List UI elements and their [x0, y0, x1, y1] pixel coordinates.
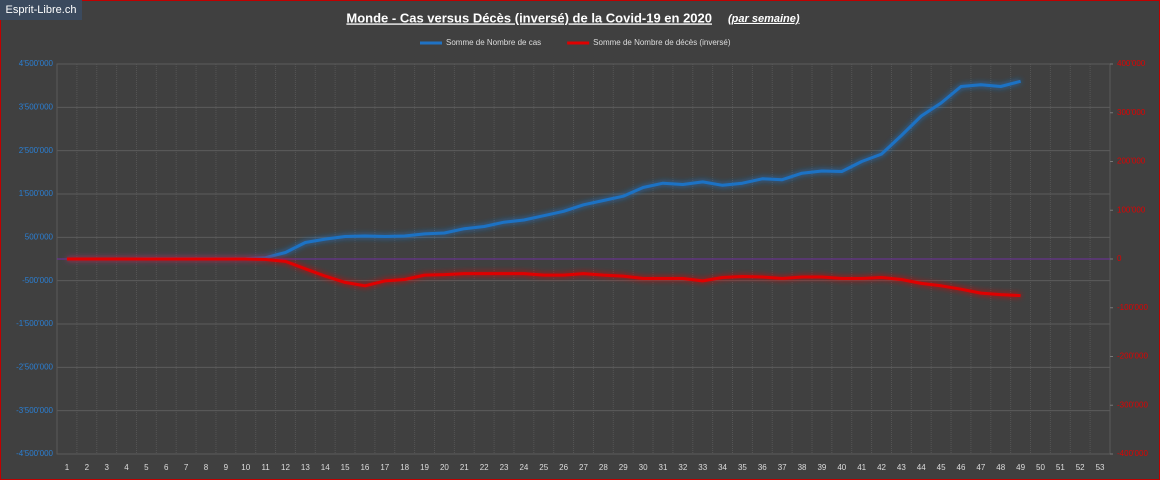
- x-tick-label: 33: [698, 463, 707, 472]
- x-tick-label: 29: [619, 463, 628, 472]
- x-tick-label: 37: [778, 463, 787, 472]
- x-tick-label: 24: [519, 463, 528, 472]
- y2-tick-label: 300'000: [1117, 108, 1146, 117]
- x-tick-label: 4: [124, 463, 129, 472]
- series-line: [66, 257, 1021, 298]
- x-tick-label: 50: [1036, 463, 1045, 472]
- x-tick-label: 28: [599, 463, 608, 472]
- y-tick-label: -2'500'000: [16, 362, 53, 371]
- x-tick-label: 17: [380, 463, 389, 472]
- y-tick-label: 500'000: [25, 232, 54, 241]
- x-tick-label: 25: [539, 463, 548, 472]
- legend-label: Somme de Nombre de décès (inversé): [593, 38, 731, 47]
- x-tick-label: 32: [678, 463, 687, 472]
- x-tick-label: 42: [877, 463, 886, 472]
- x-tick-label: 30: [639, 463, 648, 472]
- y-tick-label: 1'500'000: [19, 189, 54, 198]
- y-tick-label: 3'500'000: [19, 102, 54, 111]
- x-tick-label: 44: [917, 463, 926, 472]
- chart-subtitle: (par semaine): [728, 13, 800, 25]
- x-tick-label: 23: [500, 463, 509, 472]
- x-tick-label: 22: [480, 463, 489, 472]
- legend-label: Somme de Nombre de cas: [446, 38, 541, 47]
- x-tick-label: 35: [738, 463, 747, 472]
- y2-tick-label: -100'000: [1117, 303, 1148, 312]
- chart-title: Monde - Cas versus Décès (inversé) de la…: [346, 10, 712, 25]
- x-tick-label: 8: [204, 463, 209, 472]
- x-tick-label: 31: [659, 463, 668, 472]
- x-tick-label: 11: [261, 463, 270, 472]
- x-tick-label: 39: [817, 463, 826, 472]
- x-tick-label: 21: [460, 463, 469, 472]
- x-tick-label: 10: [241, 463, 250, 472]
- y-tick-label: 2'500'000: [19, 146, 54, 155]
- x-tick-label: 14: [321, 463, 330, 472]
- y2-tick-label: -300'000: [1117, 400, 1148, 409]
- x-tick-label: 9: [224, 463, 229, 472]
- x-tick-label: 38: [798, 463, 807, 472]
- y2-tick-label: 400'000: [1117, 59, 1146, 68]
- x-tick-label: 27: [579, 463, 588, 472]
- y2-tick-label: -400'000: [1117, 449, 1148, 458]
- x-tick-label: 3: [104, 463, 109, 472]
- x-tick-label: 13: [301, 463, 310, 472]
- watermark: Esprit-Libre.ch: [6, 4, 77, 16]
- x-tick-label: 5: [144, 463, 149, 472]
- y2-tick-label: 100'000: [1117, 205, 1146, 214]
- y-tick-label: -4'500'000: [16, 449, 53, 458]
- x-tick-label: 20: [440, 463, 449, 472]
- x-tick-label: 18: [400, 463, 409, 472]
- x-tick-label: 34: [718, 463, 727, 472]
- x-tick-label: 19: [420, 463, 429, 472]
- y-tick-label: 4'500'000: [19, 59, 54, 68]
- x-tick-label: 47: [976, 463, 985, 472]
- x-tick-label: 7: [184, 463, 189, 472]
- x-tick-label: 48: [996, 463, 1005, 472]
- x-tick-label: 2: [85, 463, 90, 472]
- x-tick-label: 49: [1016, 463, 1025, 472]
- x-tick-label: 36: [758, 463, 767, 472]
- x-tick-label: 45: [937, 463, 946, 472]
- x-tick-label: 51: [1056, 463, 1065, 472]
- x-tick-label: 1: [65, 463, 70, 472]
- x-tick-label: 52: [1076, 463, 1085, 472]
- y2-tick-label: 0: [1117, 254, 1122, 263]
- x-tick-label: 6: [164, 463, 169, 472]
- y-tick-label: -1'500'000: [16, 319, 53, 328]
- y-tick-label: -3'500'000: [16, 406, 53, 415]
- x-tick-label: 43: [897, 463, 906, 472]
- x-tick-label: 15: [341, 463, 350, 472]
- x-tick-label: 41: [857, 463, 866, 472]
- x-tick-label: 40: [837, 463, 846, 472]
- y2-tick-label: -200'000: [1117, 352, 1148, 361]
- y-tick-label: -500'000: [22, 276, 53, 285]
- x-tick-label: 46: [957, 463, 966, 472]
- y2-tick-label: 200'000: [1117, 157, 1146, 166]
- x-tick-label: 53: [1096, 463, 1105, 472]
- watermark-box: [0, 0, 82, 20]
- x-tick-label: 12: [281, 463, 290, 472]
- x-tick-label: 16: [360, 463, 369, 472]
- x-tick-label: 26: [559, 463, 568, 472]
